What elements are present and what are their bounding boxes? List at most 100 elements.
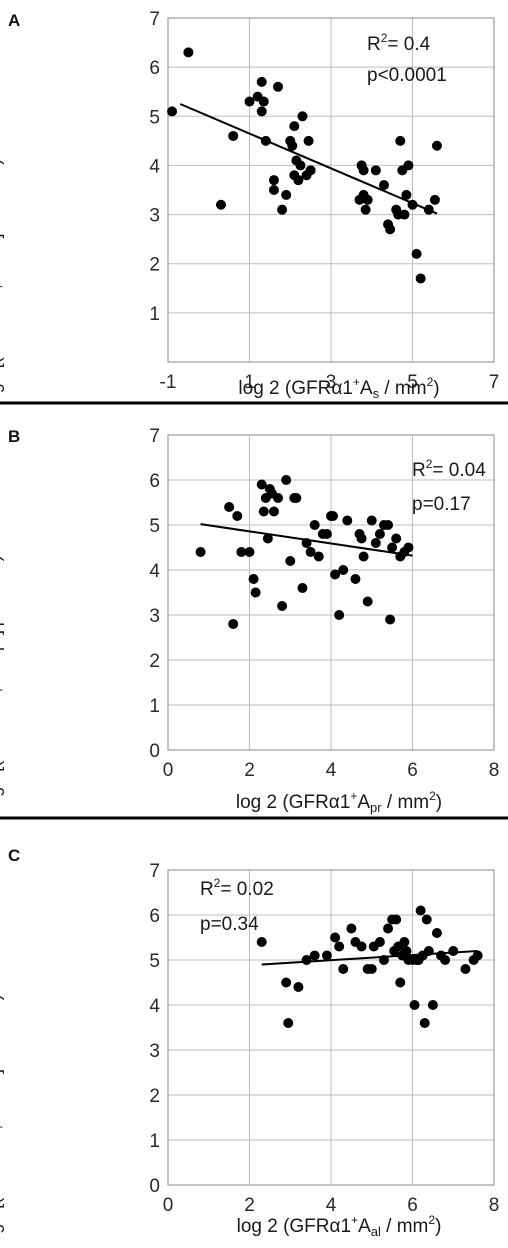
data-point [321, 950, 332, 961]
data-point [256, 106, 267, 117]
plot-frame [167, 434, 495, 751]
r-squared-exponent: 2 [426, 457, 433, 471]
data-point [374, 529, 385, 539]
y-tick-label: 0 [149, 1176, 160, 1197]
r-squared-symbol: R [412, 460, 426, 481]
data-point [277, 601, 288, 611]
p-value-label: p=0.17 [412, 494, 471, 515]
y-axis-label-line1: log 2[(GFRα1⁺, EdU⁺Apr x 100) / [0, 545, 4, 811]
data-point [387, 542, 398, 553]
data-point [360, 204, 371, 215]
y-tick-label: 7 [149, 426, 160, 447]
x-tick-label: 0 [163, 760, 174, 781]
data-point [431, 928, 442, 938]
data-point [415, 273, 426, 284]
data-point [256, 479, 267, 490]
x-axis-label-unit-sup: 2 [427, 375, 434, 389]
data-point [321, 529, 332, 539]
data-point [228, 130, 239, 141]
x-axis-label-sup: + [353, 375, 360, 389]
y-tick-label: 5 [149, 516, 160, 537]
data-point [330, 932, 341, 943]
data-point [215, 199, 226, 210]
y-axis-label-line2: Total GFRα1⁺Apr] [0, 630, 4, 774]
y-tick-label: 3 [149, 1041, 160, 1062]
data-point [342, 515, 353, 526]
data-point [391, 533, 402, 544]
data-point [309, 520, 320, 530]
x-tick-label: -1 [160, 372, 177, 393]
data-point [268, 175, 279, 186]
data-point [262, 533, 273, 544]
trendline [179, 103, 438, 215]
data-point [256, 76, 267, 87]
x-tick-label: 0 [163, 1195, 174, 1216]
data-point [328, 511, 339, 521]
data-point [291, 493, 302, 503]
r-squared-symbol: R [367, 34, 381, 55]
data-point [258, 506, 269, 517]
x-tick-label: 5 [407, 372, 418, 393]
panel-letter: C [8, 846, 20, 865]
data-point [273, 81, 284, 92]
data-point [399, 209, 410, 220]
data-point [244, 547, 255, 557]
y-axis-label: log 2[(GFRα1⁺, EdU⁺Aal x 100) /Total GFR… [0, 984, 4, 1248]
y-tick-label: 4 [149, 561, 160, 582]
data-point [403, 160, 414, 171]
y-tick-label: 1 [149, 304, 160, 325]
y-axis-label-line2: Total GFRα1⁺Aal] [0, 1069, 4, 1211]
panel-letter: A [8, 11, 20, 30]
data-point [362, 596, 373, 607]
x-axis-label-sub: al [371, 1224, 381, 1239]
r-squared-symbol: R [200, 879, 214, 900]
x-axis-label-sup: + [350, 789, 357, 803]
data-point [399, 937, 410, 947]
x-tick-label: 3 [326, 372, 337, 393]
y-tick-label: 6 [149, 471, 160, 492]
y-tick-label: 0 [149, 741, 160, 762]
data-point [423, 204, 434, 215]
x-axis-label-close: ) [436, 792, 442, 813]
data-point [258, 96, 269, 107]
data-point [370, 538, 381, 548]
x-axis-label: log 2 (GFRα1+As / mm2) [238, 375, 439, 401]
r-squared-value: = 0.4 [387, 34, 430, 55]
x-axis-label: log 2 (GFRα1+Aal / mm2) [237, 1213, 442, 1239]
y-tick-label: 5 [149, 107, 160, 128]
data-point [356, 941, 367, 952]
data-point [374, 937, 385, 947]
data-point [440, 955, 451, 965]
r-squared-label: R2= 0.02 [200, 876, 274, 900]
x-tick-label: 4 [326, 1195, 337, 1216]
data-point [472, 950, 483, 961]
data-point [334, 941, 345, 952]
data-point [427, 1000, 438, 1010]
x-axis-label-main: log 2 (GFRα1 [237, 1216, 351, 1237]
data-point [309, 950, 320, 961]
data-point [268, 185, 279, 195]
data-point [403, 542, 414, 553]
data-point [407, 199, 418, 210]
y-tick-label: 1 [149, 1131, 160, 1152]
x-tick-label: 2 [244, 760, 255, 781]
x-axis-label-sup: + [351, 1213, 358, 1227]
data-point [281, 189, 292, 200]
data-point [248, 574, 259, 584]
x-axis-label-main: log 2 (GFRα1 [238, 378, 352, 399]
x-tick-label: 8 [489, 760, 500, 781]
data-point [378, 955, 389, 965]
data-point [429, 194, 440, 205]
data-point [303, 135, 314, 146]
data-point [395, 977, 406, 988]
data-point [195, 547, 206, 557]
data-point [297, 111, 308, 122]
x-axis-label-main: log 2 (GFRα1 [236, 792, 350, 813]
data-point [383, 923, 394, 934]
data-point [358, 551, 369, 562]
data-point [260, 135, 271, 146]
data-point [283, 1018, 294, 1028]
